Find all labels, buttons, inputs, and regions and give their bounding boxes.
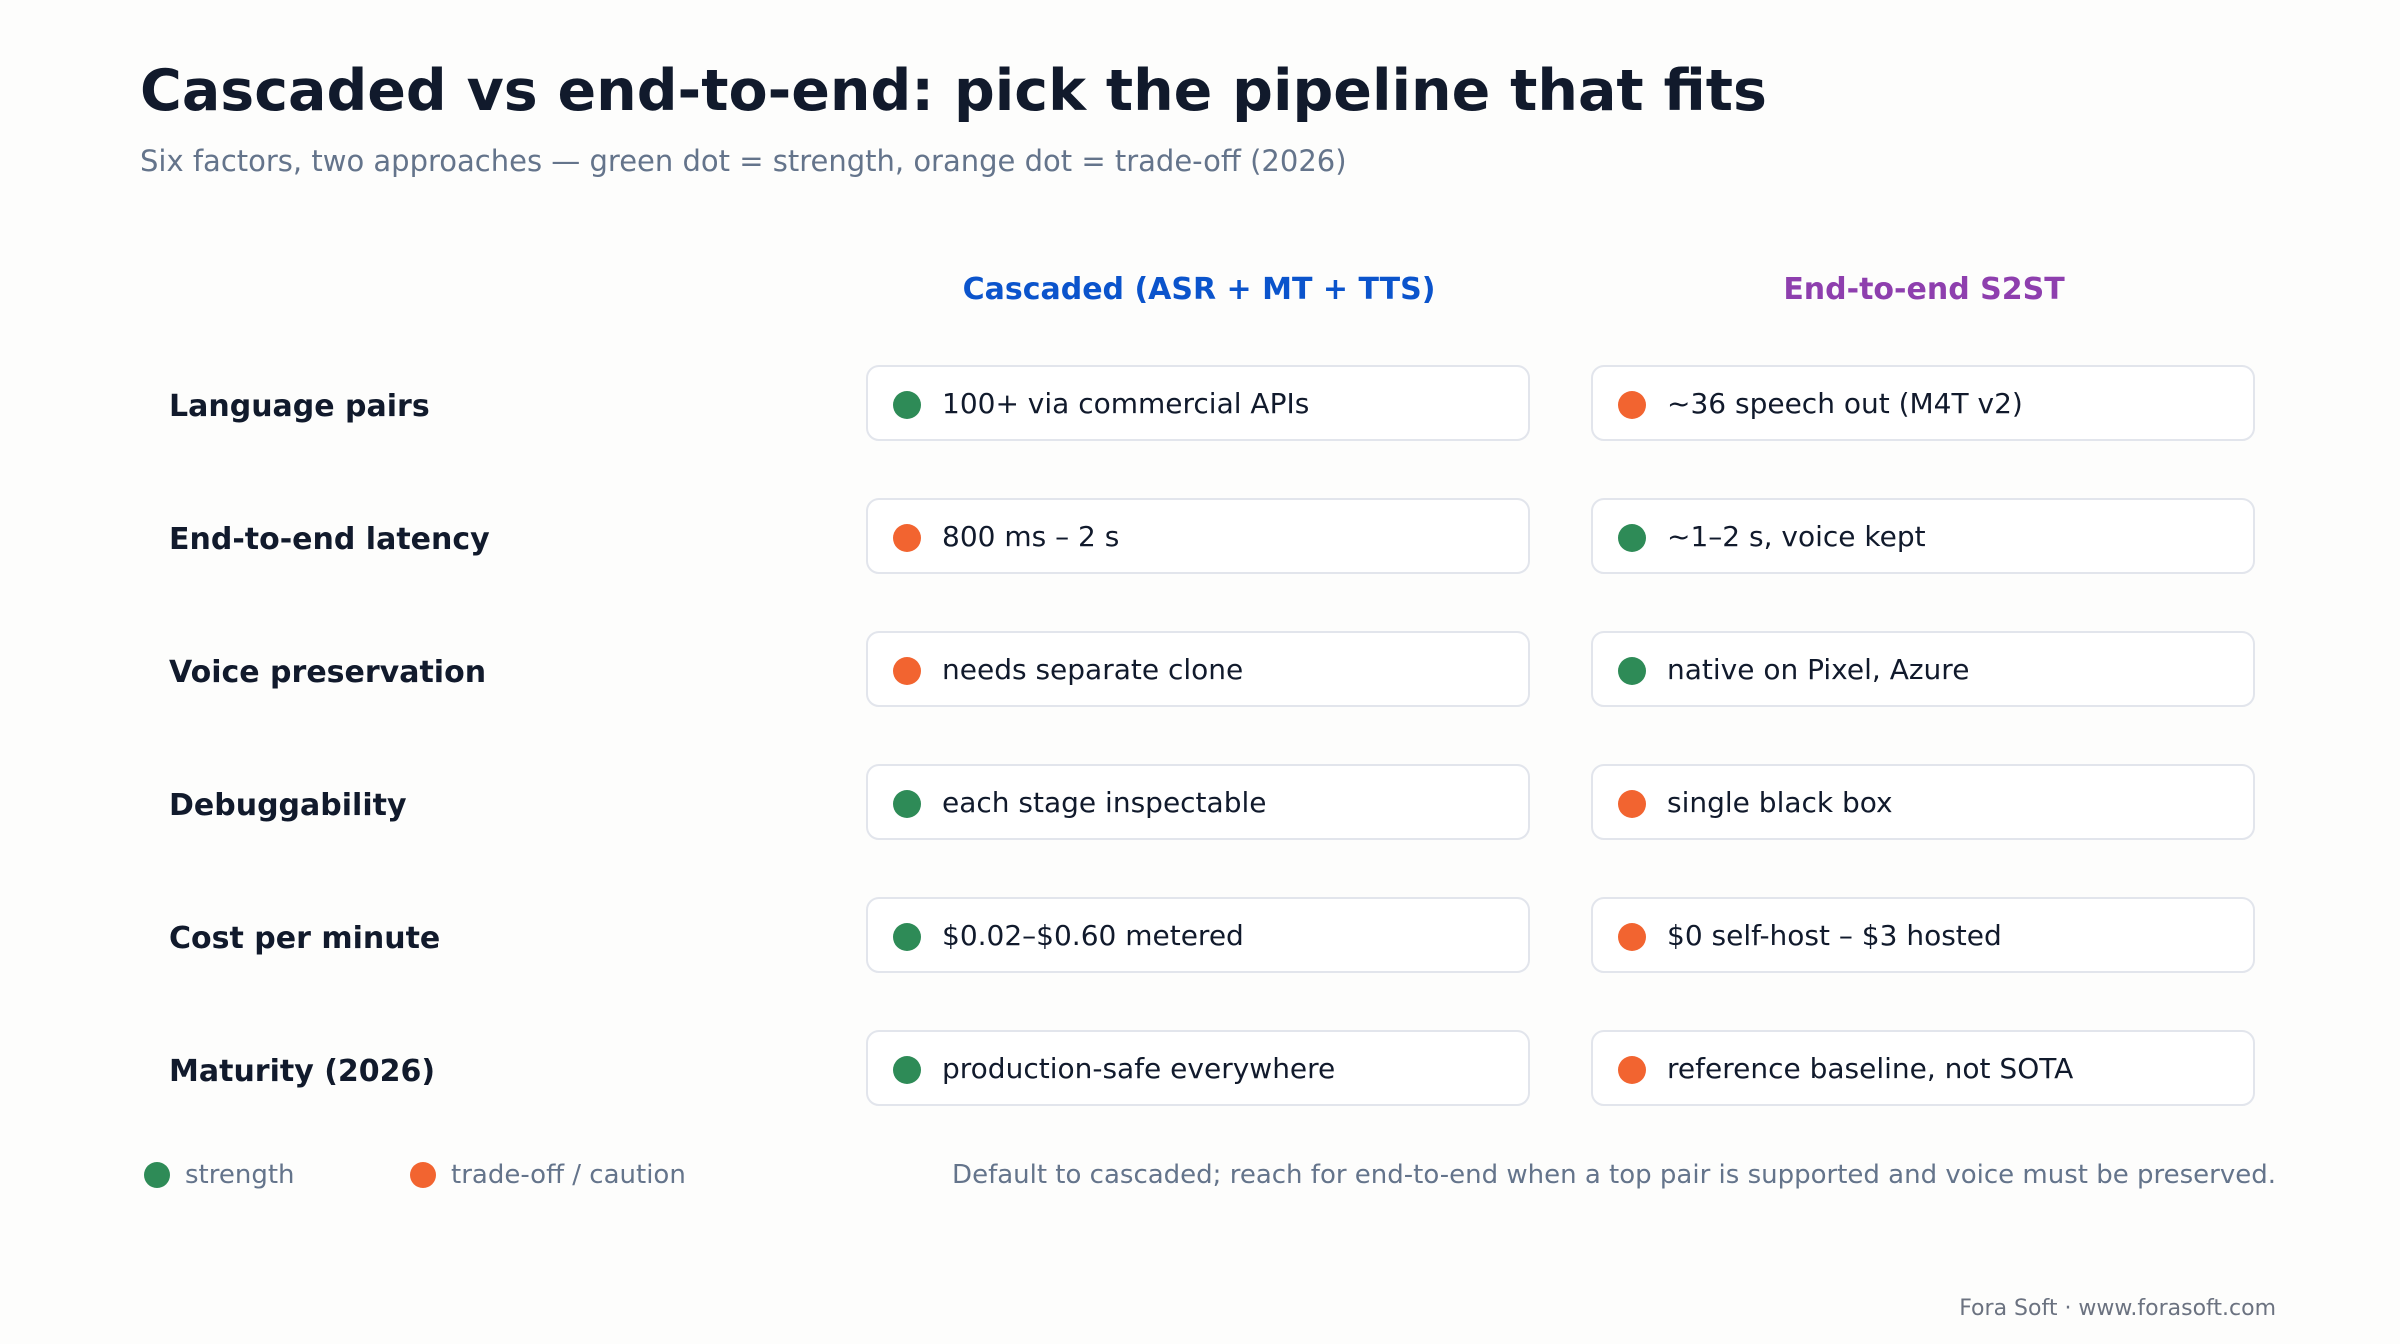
table-row: End-to-end latency 800 ms – 2 s ~1–2 s, …	[0, 498, 2400, 576]
strength-dot-icon	[144, 1162, 170, 1188]
table-row: Language pairs 100+ via commercial APIs …	[0, 365, 2400, 443]
cell-text: production-safe everywhere	[942, 1052, 1336, 1085]
cell-text: $0.02–$0.60 metered	[942, 919, 1244, 952]
status-dot-icon	[893, 657, 921, 685]
end-to-end-cell: ~1–2 s, voice kept	[1591, 498, 2255, 574]
row-factor-label: Voice preservation	[169, 655, 487, 690]
cell-text: 100+ via commercial APIs	[942, 387, 1310, 420]
page-subtitle: Six factors, two approaches — green dot …	[140, 144, 1347, 178]
footer-credit: Fora Soft · www.forasoft.com	[1959, 1296, 2276, 1321]
status-dot-icon	[1618, 391, 1646, 419]
cascaded-cell: each stage inspectable	[866, 764, 1530, 840]
end-to-end-cell: native on Pixel, Azure	[1591, 631, 2255, 707]
cell-text: ~1–2 s, voice kept	[1667, 520, 1926, 553]
legend-tradeoff-label: trade-off / caution	[451, 1160, 686, 1190]
legend-strength-label: strength	[185, 1160, 295, 1190]
cell-text: native on Pixel, Azure	[1667, 653, 1970, 686]
row-factor-label: Language pairs	[169, 389, 430, 424]
end-to-end-cell: single black box	[1591, 764, 2255, 840]
cell-text: ~36 speech out (M4T v2)	[1667, 387, 2023, 420]
cascaded-cell: production-safe everywhere	[866, 1030, 1530, 1106]
status-dot-icon	[1618, 524, 1646, 552]
cascaded-cell: needs separate clone	[866, 631, 1530, 707]
tradeoff-dot-icon	[410, 1162, 436, 1188]
column-header-cascaded: Cascaded (ASR + MT + TTS)	[962, 272, 1436, 307]
row-factor-label: Cost per minute	[169, 921, 441, 956]
status-dot-icon	[893, 524, 921, 552]
status-dot-icon	[893, 1056, 921, 1084]
cell-text: single black box	[1667, 786, 1893, 819]
status-dot-icon	[893, 790, 921, 818]
status-dot-icon	[893, 923, 921, 951]
page-title: Cascaded vs end-to-end: pick the pipelin…	[140, 58, 1767, 124]
status-dot-icon	[1618, 657, 1646, 685]
row-factor-label: End-to-end latency	[169, 522, 490, 557]
cell-text: each stage inspectable	[942, 786, 1267, 819]
recommendation-note: Default to cascaded; reach for end-to-en…	[952, 1160, 2276, 1190]
column-header-end-to-end: End-to-end S2ST	[1783, 272, 2065, 307]
cascaded-cell: 100+ via commercial APIs	[866, 365, 1530, 441]
cell-text: 800 ms – 2 s	[942, 520, 1120, 553]
cell-text: needs separate clone	[942, 653, 1244, 686]
end-to-end-cell: ~36 speech out (M4T v2)	[1591, 365, 2255, 441]
end-to-end-cell: reference baseline, not SOTA	[1591, 1030, 2255, 1106]
status-dot-icon	[893, 391, 921, 419]
status-dot-icon	[1618, 1056, 1646, 1084]
table-row: Maturity (2026) production-safe everywhe…	[0, 1030, 2400, 1108]
table-row: Cost per minute $0.02–$0.60 metered $0 s…	[0, 897, 2400, 975]
table-row: Voice preservation needs separate clone …	[0, 631, 2400, 709]
status-dot-icon	[1618, 923, 1646, 951]
cascaded-cell: 800 ms – 2 s	[866, 498, 1530, 574]
table-row: Debuggability each stage inspectable sin…	[0, 764, 2400, 842]
row-factor-label: Maturity (2026)	[169, 1054, 436, 1089]
cell-text: reference baseline, not SOTA	[1667, 1052, 2074, 1085]
cascaded-cell: $0.02–$0.60 metered	[866, 897, 1530, 973]
cell-text: $0 self-host – $3 hosted	[1667, 919, 2002, 952]
status-dot-icon	[1618, 790, 1646, 818]
end-to-end-cell: $0 self-host – $3 hosted	[1591, 897, 2255, 973]
row-factor-label: Debuggability	[169, 788, 407, 823]
